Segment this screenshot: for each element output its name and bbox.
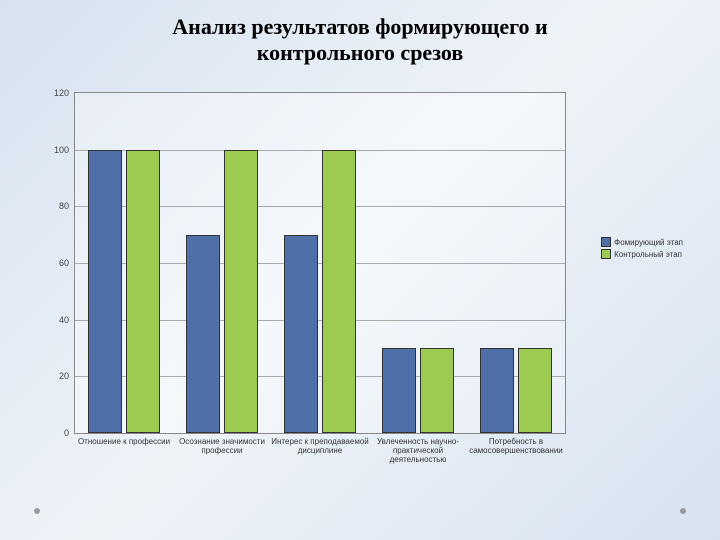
legend-item: Фомирующий этап <box>601 237 683 247</box>
bar <box>126 150 160 433</box>
bar <box>88 150 122 433</box>
x-tick-label: Увлеченность научно-практической деятель… <box>365 433 471 465</box>
legend-label: Контрольный этап <box>614 250 682 259</box>
legend-item: Контрольный этап <box>601 249 683 259</box>
bar <box>420 348 454 433</box>
bar <box>382 348 416 433</box>
x-tick-label: Отношение к профессии <box>71 433 177 446</box>
y-tick-label: 120 <box>54 88 75 98</box>
bar-group: Интерес к преподаваемой дисциплине <box>271 93 369 433</box>
y-tick-label: 80 <box>59 201 75 211</box>
plot-area: Фомирующий этапКонтрольный этап 02040608… <box>74 92 566 434</box>
bar-group: Увлеченность научно-практической деятель… <box>369 93 467 433</box>
bar-group: Осознание значимости профессии <box>173 93 271 433</box>
legend: Фомирующий этап Контрольный этап <box>601 237 683 261</box>
y-tick-label: 40 <box>59 315 75 325</box>
chart-area: Фомирующий этапКонтрольный этап 02040608… <box>38 92 682 512</box>
y-tick-label: 60 <box>59 258 75 268</box>
bar <box>480 348 514 433</box>
bar <box>186 235 220 433</box>
y-tick-label: 100 <box>54 145 75 155</box>
x-tick-label: Осознание значимости профессии <box>169 433 275 455</box>
title-line-1: Анализ результатов формирующего и <box>172 14 547 39</box>
decorative-dot <box>680 508 686 514</box>
bar-group: Потребность в самосовершенствовании <box>467 93 565 433</box>
legend-swatch <box>601 249 611 259</box>
bar <box>322 150 356 433</box>
bar <box>518 348 552 433</box>
legend-swatch <box>601 237 611 247</box>
x-tick-label: Интерес к преподаваемой дисциплине <box>267 433 373 455</box>
y-tick-label: 20 <box>59 371 75 381</box>
x-tick-label: Потребность в самосовершенствовании <box>463 433 569 455</box>
legend-label: Фомирующий этап <box>614 238 683 247</box>
bar <box>224 150 258 433</box>
chart-title: Анализ результатов формирующего и контро… <box>0 0 720 67</box>
bar-group: Отношение к профессии <box>75 93 173 433</box>
bar <box>284 235 318 433</box>
title-line-2: контрольного срезов <box>257 40 464 65</box>
decorative-dot <box>34 508 40 514</box>
